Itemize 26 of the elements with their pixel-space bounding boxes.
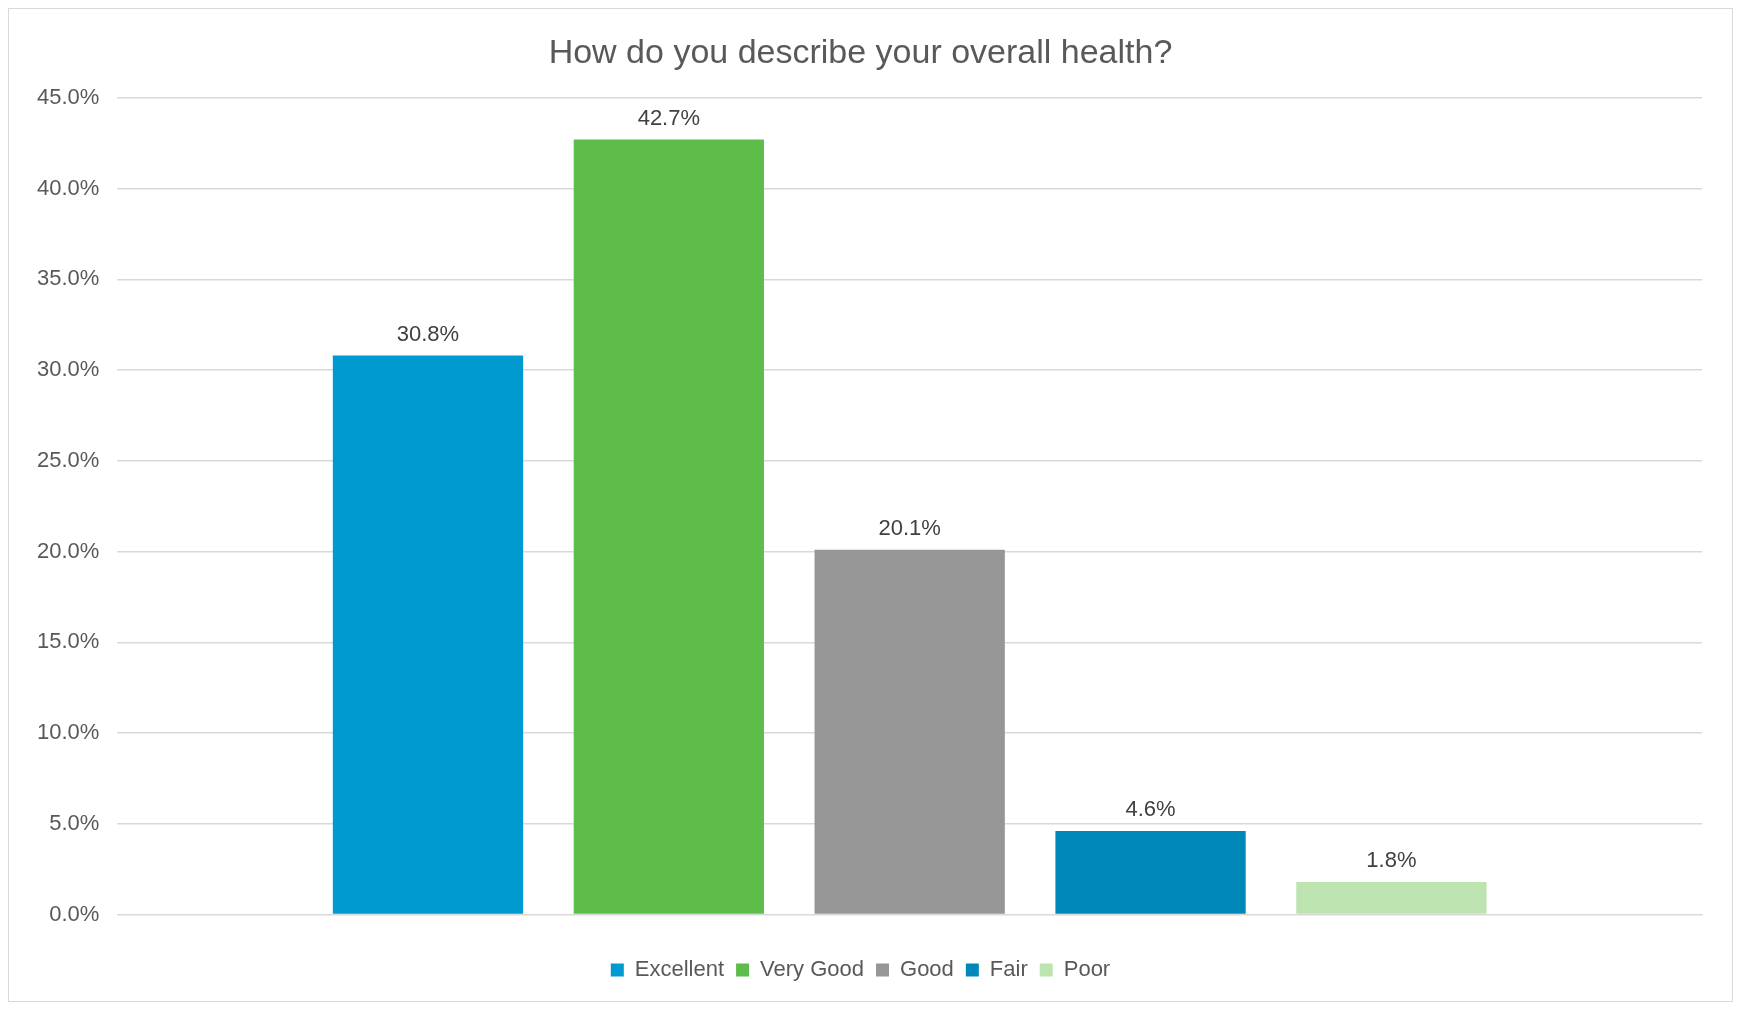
legend-label: Very Good: [760, 956, 865, 982]
legend-label: Poor: [1063, 956, 1111, 982]
data-label: 42.7%: [637, 104, 701, 130]
data-label: 1.8%: [1366, 846, 1417, 872]
y-tick-label: 30.0%: [36, 356, 100, 382]
bar: [332, 355, 524, 914]
chart-title: How do you describe your overall health?: [548, 31, 1173, 70]
data-label: 4.6%: [1125, 796, 1176, 822]
y-tick-label: 5.0%: [49, 809, 100, 835]
y-tick-label: 0.0%: [49, 900, 100, 926]
y-tick-label: 20.0%: [36, 537, 100, 563]
y-tick-label: 15.0%: [36, 628, 100, 654]
y-tick-label: 40.0%: [36, 174, 100, 200]
y-tick-label: 10.0%: [36, 719, 100, 745]
y-tick-label: 45.0%: [36, 83, 100, 109]
bar: [1296, 881, 1487, 914]
y-tick-label: 35.0%: [36, 265, 100, 291]
bar: [573, 139, 764, 914]
y-tick-label: 25.0%: [36, 446, 100, 472]
bar: [1055, 831, 1246, 914]
legend-label: Good: [900, 956, 954, 982]
bar: [814, 549, 1005, 914]
data-label: 20.1%: [878, 514, 941, 540]
data-label: 30.8%: [396, 320, 460, 346]
legend-label: Excellent: [634, 956, 725, 982]
legend-label: Fair: [989, 956, 1028, 982]
